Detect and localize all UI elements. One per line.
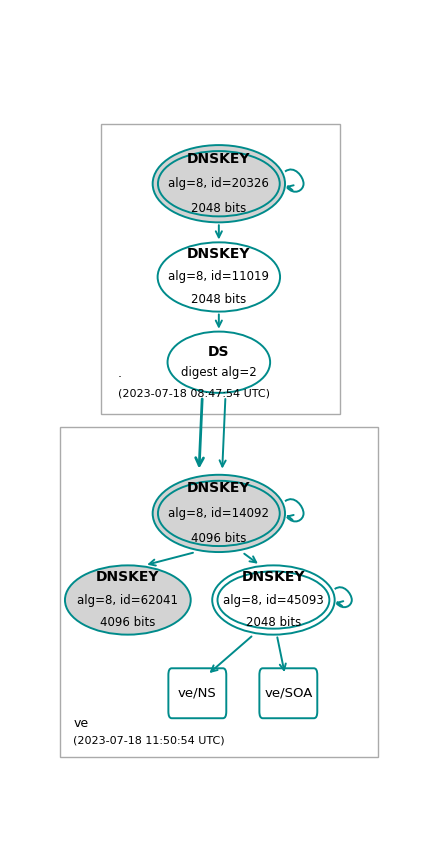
Text: 2048 bits: 2048 bits [191,293,246,306]
FancyBboxPatch shape [60,426,377,757]
Text: 2048 bits: 2048 bits [245,616,300,629]
Text: ve/NS: ve/NS [178,687,216,700]
Ellipse shape [153,475,285,552]
Text: alg=8, id=62041: alg=8, id=62041 [77,593,178,606]
FancyBboxPatch shape [259,669,317,718]
Text: DNSKEY: DNSKEY [241,571,305,585]
Text: (2023-07-18 08:47:54 UTC): (2023-07-18 08:47:54 UTC) [118,389,269,399]
Text: alg=8, id=14092: alg=8, id=14092 [168,507,269,520]
FancyBboxPatch shape [168,669,226,718]
Text: DNSKEY: DNSKEY [96,571,159,585]
Text: alg=8, id=20326: alg=8, id=20326 [168,177,269,190]
Ellipse shape [212,566,334,635]
Text: alg=8, id=45093: alg=8, id=45093 [222,593,323,606]
Text: DNSKEY: DNSKEY [187,151,250,165]
Ellipse shape [153,145,285,222]
Ellipse shape [157,242,279,311]
Text: digest alg=2: digest alg=2 [181,366,256,379]
Text: 2048 bits: 2048 bits [191,202,246,215]
Text: .: . [118,367,121,380]
Text: ve: ve [73,716,88,729]
Text: 4096 bits: 4096 bits [100,616,155,629]
Text: 4096 bits: 4096 bits [191,532,246,545]
Text: DNSKEY: DNSKEY [187,247,250,261]
Ellipse shape [65,566,190,635]
Ellipse shape [167,331,270,393]
Text: DS: DS [207,345,229,359]
FancyBboxPatch shape [101,124,339,413]
Text: alg=8, id=11019: alg=8, id=11019 [168,271,269,284]
Text: DNSKEY: DNSKEY [187,481,250,496]
Text: (2023-07-18 11:50:54 UTC): (2023-07-18 11:50:54 UTC) [73,735,225,746]
Text: ve/SOA: ve/SOA [264,687,312,700]
